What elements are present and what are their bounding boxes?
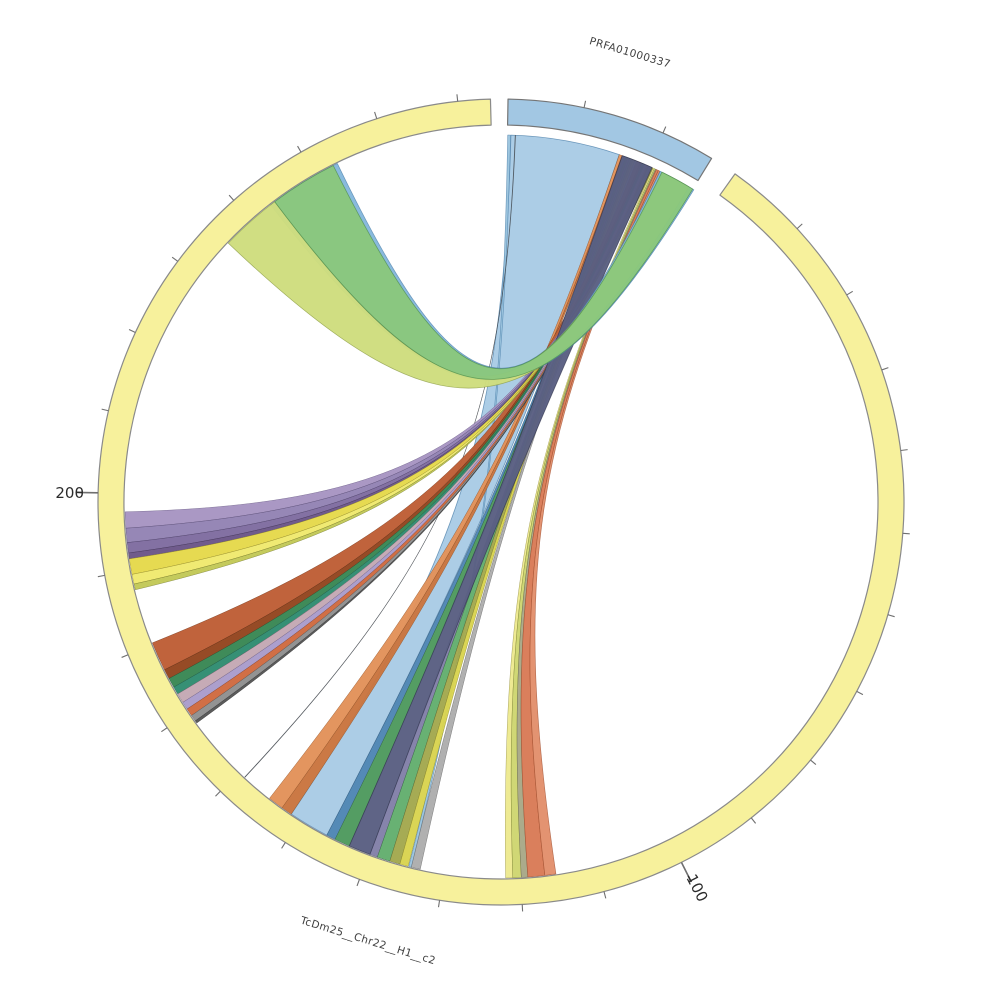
minor-tick	[356, 879, 360, 887]
minor-tick	[810, 759, 817, 765]
axis-ticks	[76, 94, 910, 912]
minor-tick	[101, 408, 109, 412]
minor-tick	[215, 790, 221, 797]
minor-tick	[846, 290, 854, 296]
minor-tick	[750, 817, 757, 824]
ribbon-big-green	[274, 165, 694, 380]
ideogram-segment-PRFA01000337	[506, 98, 713, 182]
minor-tick	[171, 256, 179, 262]
tick-label-200: 200	[55, 484, 84, 502]
minor-tick	[887, 614, 895, 618]
minor-tick	[161, 727, 168, 733]
ideogram-ring	[97, 98, 905, 906]
minor-tick	[900, 449, 908, 452]
minor-tick	[374, 111, 378, 119]
minor-tick	[902, 532, 910, 535]
minor-tick	[128, 329, 136, 333]
tick-label-line-100	[687, 875, 693, 883]
minor-tick	[662, 126, 667, 134]
minor-tick	[97, 574, 105, 578]
minor-tick	[456, 94, 459, 102]
minor-tick	[583, 100, 587, 108]
minor-tick	[856, 690, 864, 696]
minor-tick	[228, 194, 235, 201]
minor-tick	[603, 891, 607, 899]
ideogram-segment-TcDm25__Chr22__H1__c2	[97, 98, 905, 906]
major-tick-100	[680, 861, 689, 877]
ribbon-big-slate	[348, 155, 653, 855]
minor-tick	[121, 654, 129, 658]
minor-tick	[796, 223, 803, 230]
ribbon-hairline	[244, 135, 516, 778]
minor-tick	[881, 367, 889, 371]
minor-tick	[281, 842, 286, 849]
ribbon-links	[124, 134, 695, 879]
minor-tick	[297, 145, 302, 153]
minor-tick	[437, 900, 441, 908]
